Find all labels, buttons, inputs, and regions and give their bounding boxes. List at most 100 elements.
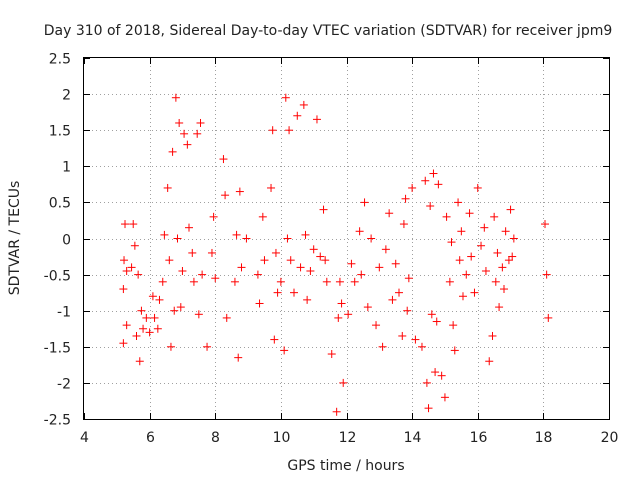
data-point [301, 230, 310, 239]
data-point [442, 212, 451, 221]
data-point [286, 256, 295, 265]
data-point [458, 292, 467, 301]
y-tick-label: 0 [62, 233, 71, 249]
data-point [312, 115, 321, 124]
data-point [309, 245, 318, 254]
data-point [281, 93, 290, 102]
data-point [198, 270, 207, 279]
data-point [432, 317, 441, 326]
axis-ticks: 4 6 8 10 12 14 16 18 20 2.5 2 1.5 1 0.5 0 -0.5 -1 -1.5 -2 -… [44, 52, 619, 447]
data-point [176, 303, 185, 312]
data-point [470, 288, 479, 297]
data-point [163, 183, 172, 192]
data-point [327, 350, 336, 359]
data-point [501, 227, 510, 236]
data-point [431, 368, 440, 377]
data-point [271, 248, 280, 257]
data-point [127, 263, 136, 272]
data-point [173, 234, 182, 243]
y-tick-label: 0.5 [49, 196, 71, 212]
data-point [194, 310, 203, 319]
x-tick-label: 16 [470, 430, 488, 446]
data-point [148, 292, 157, 301]
data-point [437, 371, 446, 380]
y-tick-label: -1 [57, 305, 71, 321]
data-point [477, 241, 486, 250]
data-point [211, 274, 220, 283]
data-points [119, 93, 553, 416]
x-axis-label: GPS time / hours [287, 458, 404, 474]
data-point [391, 259, 400, 268]
data-point [495, 303, 504, 312]
y-tick-label: -0.5 [44, 269, 71, 285]
data-point [180, 129, 189, 138]
data-point [480, 223, 489, 232]
data-point [337, 299, 346, 308]
chart-title: Day 310 of 2018, Sidereal Day-to-day VTE… [44, 23, 613, 39]
data-point [375, 263, 384, 272]
data-point [155, 295, 164, 304]
data-point [445, 277, 454, 286]
data-point [296, 263, 305, 272]
data-point [129, 220, 138, 229]
data-point [158, 277, 167, 286]
data-point [542, 270, 551, 279]
data-point [121, 220, 130, 229]
data-point [119, 339, 128, 348]
data-point [381, 245, 390, 254]
data-point [237, 263, 246, 272]
data-point [196, 118, 205, 127]
x-tick-label: 10 [273, 430, 291, 446]
data-point [283, 234, 292, 243]
data-point [303, 295, 312, 304]
data-point [150, 313, 159, 322]
data-point [209, 212, 218, 221]
plot-frame [83, 57, 610, 420]
data-point [335, 277, 344, 286]
data-point [119, 285, 128, 294]
data-point [242, 234, 251, 243]
y-tick-label: -2 [57, 377, 71, 393]
data-point [399, 220, 408, 229]
y-tick-label: 1.5 [49, 124, 71, 140]
x-tick-label: 18 [535, 430, 553, 446]
data-point [175, 118, 184, 127]
data-point [339, 378, 348, 387]
data-point [171, 93, 180, 102]
data-point [230, 277, 239, 286]
data-point [449, 321, 458, 330]
data-point [293, 111, 302, 120]
data-point [122, 266, 131, 275]
data-point [454, 198, 463, 207]
data-point [408, 183, 417, 192]
data-point [462, 270, 471, 279]
data-point [411, 335, 420, 344]
data-point [120, 256, 129, 265]
data-point [203, 342, 212, 351]
data-point [429, 169, 438, 178]
data-point [424, 404, 433, 413]
data-point [355, 227, 364, 236]
data-point [290, 288, 298, 297]
data-point [488, 331, 497, 340]
data-point [350, 277, 359, 286]
data-point [509, 234, 518, 243]
y-tick-label: 1 [62, 160, 71, 176]
data-point [434, 180, 443, 189]
y-axis-label: SDTVAR / TECUs [7, 181, 23, 296]
data-point [222, 313, 231, 322]
data-point [134, 270, 143, 279]
data-point [544, 313, 553, 322]
data-point [270, 335, 279, 344]
data-point [500, 285, 508, 294]
data-point [357, 270, 366, 279]
data-point [285, 126, 294, 135]
data-point [467, 252, 476, 261]
data-point [280, 346, 289, 355]
data-point [498, 263, 507, 272]
data-point [130, 241, 139, 250]
data-point [504, 256, 513, 265]
data-point [388, 295, 397, 304]
data-point [395, 288, 403, 297]
data-point [490, 212, 499, 221]
